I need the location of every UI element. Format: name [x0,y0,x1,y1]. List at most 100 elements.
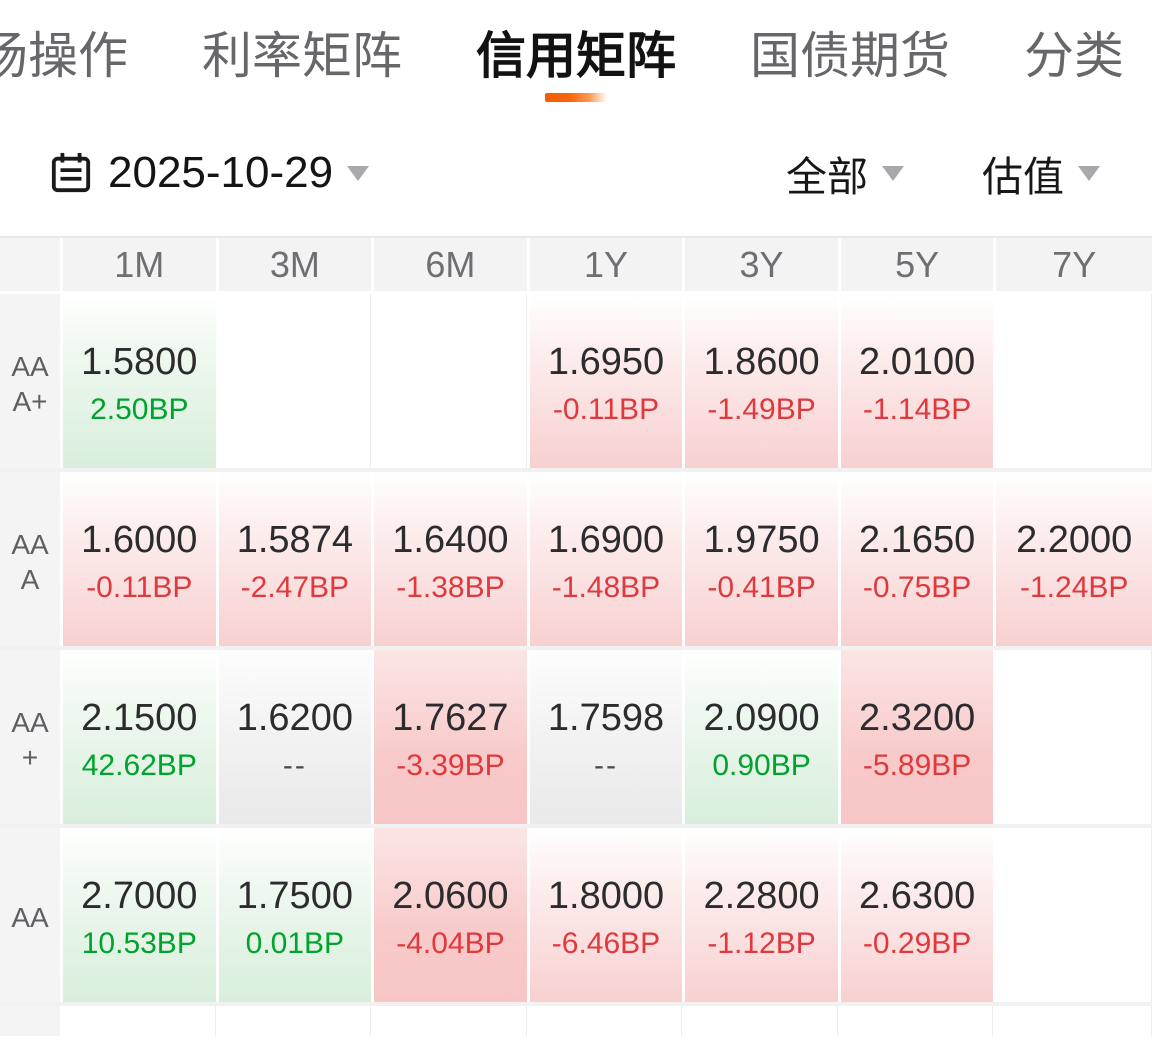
cell-AAA-6M[interactable]: 1.6400 -1.38BP [374,472,530,646]
tab-利率矩阵[interactable]: 利率矩阵 [202,26,402,86]
mode-select[interactable]: 估值 [982,143,1100,203]
cell-change: -- [594,748,618,782]
cell-value: 2.1650 [859,518,976,561]
cell-value: 2.1500 [81,696,198,739]
cell-AAA-5Y[interactable]: 2.1650 -0.75BP [840,472,997,646]
scope-select[interactable]: 全部 [786,143,904,203]
tab-场操作[interactable]: 场操作 [0,26,128,86]
cell-change: -1.38BP [396,570,505,604]
date-value: 2025-10-29 [108,148,334,197]
cell-change: 10.53BP [81,926,197,960]
cell-AA+-6M[interactable]: 1.7627 -3.39BP [374,650,530,824]
active-tab-underline [545,93,607,102]
cell-AA+-1Y[interactable]: 1.7598 -- [529,650,686,824]
cell-value: 1.5800 [81,340,198,383]
matrix-row-AA: AA 2.7000 10.53BP 1.7500 0.01BP 2.0600 -4.04BP… [0,828,1152,1006]
cell-value: 1.6200 [236,696,353,739]
cell-value: 2.2800 [703,874,820,917]
cell-value: 1.6400 [392,518,509,561]
cell-AAA+-6M [374,294,530,468]
cell-value: 2.0600 [392,874,509,917]
tab-label: 分类 [1024,28,1124,84]
matrix-row-AAA: AAA 1.6000 -0.11BP 1.5874 -2.47BP 1.6400 -1.38… [0,472,1152,650]
cell-value: 1.5874 [236,518,353,561]
cell-AA+-3Y[interactable]: 2.0900 0.90BP [685,650,841,824]
tab-bar: 场操作 利率矩阵 信用矩阵 国债期货 分类 [0,0,1152,102]
cell-AAA-1M[interactable]: 1.6000 -0.11BP [63,472,219,646]
tab-label: 场操作 [0,28,128,84]
cell-partial-3Y [685,1006,841,1036]
cell-AA-1Y[interactable]: 1.8000 -6.46BP [529,828,686,1002]
cell-change: -4.04BP [396,926,505,960]
cell-AAA-3M[interactable]: 1.5874 -2.47BP [218,472,375,646]
cell-change: -6.46BP [551,926,661,960]
cell-change: -2.47BP [240,570,350,604]
mode-select-label: 估值 [982,154,1064,200]
cell-change: 2.50BP [90,392,189,426]
cell-AA-1M[interactable]: 2.7000 10.53BP [63,828,219,1002]
cell-change: -- [282,748,307,782]
cell-value: 1.7627 [392,696,509,739]
cell-value: 2.7000 [81,874,198,917]
col-header-1M: 1M [63,238,219,291]
row-label-AAA+: AAA+ [0,294,63,468]
cell-value: 1.6900 [547,518,665,561]
cell-AA-3Y[interactable]: 2.2800 -1.12BP [685,828,841,1002]
row-label-AA: AA [0,828,63,1002]
cell-AA+-5Y[interactable]: 2.3200 -5.89BP [840,650,997,824]
calendar-icon [51,152,91,193]
tab-信用矩阵[interactable]: 信用矩阵 [476,26,676,102]
caret-down-icon [882,165,904,181]
cell-partial-6M [374,1006,530,1036]
tab-国债期货[interactable]: 国债期货 [750,26,950,86]
cell-change: -1.24BP [1020,570,1129,604]
cell-change: -1.48BP [551,570,661,604]
cell-value: 1.8000 [547,874,665,917]
cell-AAA+-5Y[interactable]: 2.0100 -1.14BP [840,294,997,468]
tab-label: 利率矩阵 [202,28,402,84]
cell-AAA+-3Y[interactable]: 1.8600 -1.49BP [685,294,841,468]
cell-partial-5Y [840,1006,997,1036]
cell-change: -0.41BP [707,570,816,604]
cell-AAA+-1Y[interactable]: 1.6950 -0.11BP [529,294,686,468]
cell-AAA-7Y[interactable]: 2.2000 -1.24BP [996,472,1152,646]
cell-change: -0.29BP [862,926,972,960]
col-header-3Y: 3Y [685,238,841,291]
matrix-header-row: 1M 3M 6M 1Y 3Y 5Y 7Y [0,238,1152,294]
cell-AAA-3Y[interactable]: 1.9750 -0.41BP [685,472,841,646]
cell-value: 1.6950 [547,340,665,383]
cell-AA+-3M[interactable]: 1.6200 -- [218,650,375,824]
cell-AA+-7Y [996,650,1152,824]
cell-partial-1M [63,1006,219,1036]
matrix-row-AA+: AA+ 2.1500 42.62BP 1.6200 -- 1.7627 -3.39BP 1.7… [0,650,1152,828]
cell-AA-3M[interactable]: 1.7500 0.01BP [218,828,375,1002]
cell-AA+-1M[interactable]: 2.1500 42.62BP [63,650,219,824]
row-label-AAA: AAA [0,472,63,646]
cell-value: 1.8600 [703,340,820,383]
caret-down-icon [347,165,370,181]
row-label-partial [0,1006,63,1036]
cell-AAA+-1M[interactable]: 1.5800 2.50BP [63,294,219,468]
cell-value: 2.2000 [1016,518,1133,561]
cell-change: -1.14BP [862,392,972,426]
scope-select-label: 全部 [786,154,868,200]
corner-cell [0,238,63,291]
cell-value: 2.0900 [703,696,820,739]
cell-change: -1.12BP [707,926,816,960]
cell-value: 1.7500 [236,874,353,917]
cell-value: 2.6300 [859,874,976,917]
date-picker[interactable]: 2025-10-29 [50,148,370,198]
cell-change: 42.62BP [81,748,197,782]
tab-分类[interactable]: 分类 [1024,26,1124,86]
caret-down-icon [1078,165,1100,181]
cell-partial-3M [218,1006,375,1036]
cell-change: 0.01BP [245,926,345,960]
cell-AA-5Y[interactable]: 2.6300 -0.29BP [840,828,997,1002]
matrix-row-partial [0,1006,1152,1036]
cell-value: 2.0100 [859,340,976,383]
cell-partial-7Y [996,1006,1152,1036]
cell-AAA-1Y[interactable]: 1.6900 -1.48BP [529,472,686,646]
cell-AA-7Y [996,828,1152,1002]
cell-AA-6M[interactable]: 2.0600 -4.04BP [374,828,530,1002]
cell-AAA+-3M [218,294,375,468]
